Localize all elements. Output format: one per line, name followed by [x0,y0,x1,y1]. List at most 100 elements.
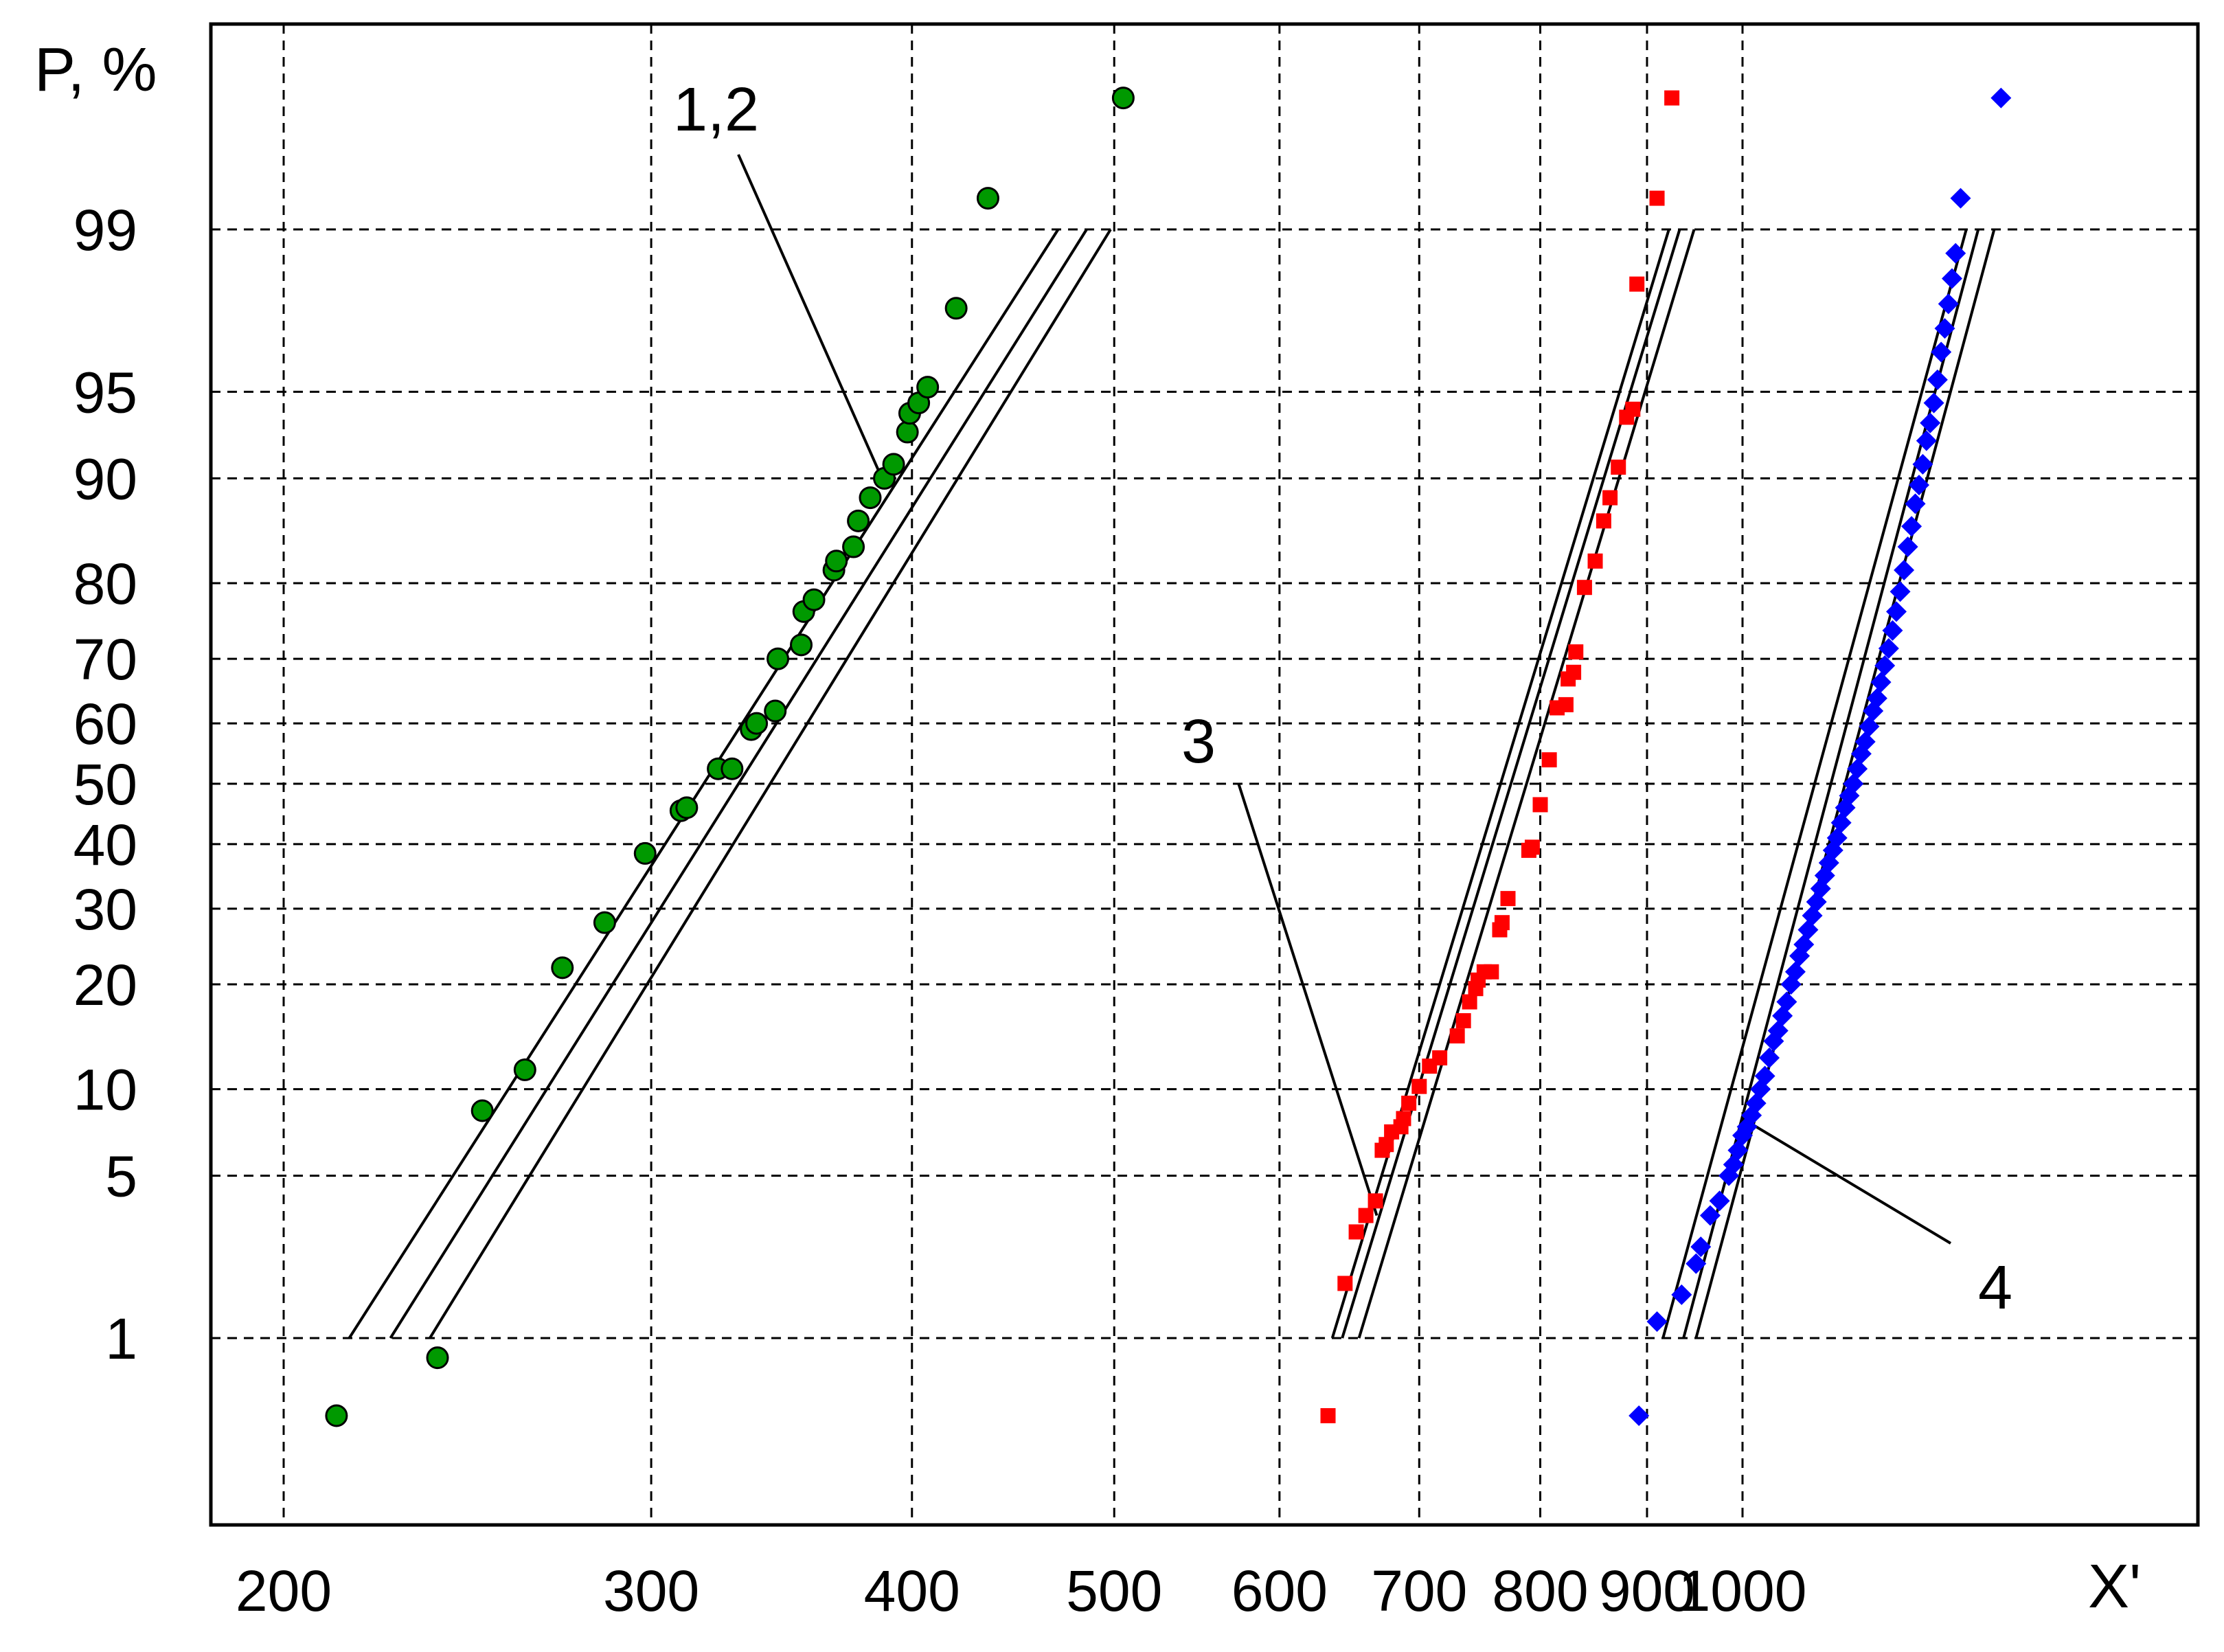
y-tick-label: 30 [73,877,137,942]
data-point [1494,915,1510,931]
y-tick-label: 99 [73,198,137,262]
x-tick-label: 600 [1232,1559,1328,1623]
annotation-label: 4 [1978,1254,2012,1322]
data-point [720,757,744,780]
data-point [1541,752,1557,768]
data-point [1686,1253,1707,1274]
fit-line [429,228,1112,1339]
x-tick-label: 900 [1599,1559,1695,1623]
data-point [1587,553,1603,569]
x-tick-label: 1000 [1679,1559,1807,1623]
data-point [513,1058,536,1081]
horizontal-gridlines [211,228,2198,1339]
x-tick-label: 500 [1066,1559,1162,1623]
data-point [745,712,769,735]
y-axis-title: P, % [34,36,157,104]
data-point [551,956,574,980]
data-point [1909,475,1930,496]
data-point [802,588,826,611]
data-point [842,535,865,558]
data-point [1830,812,1852,833]
x-axis-title: X' [2088,1552,2141,1621]
data-point [976,187,999,210]
data-point [1870,672,1892,693]
data-point [1784,961,1806,982]
data-point [1348,1224,1364,1240]
data-point [1793,934,1815,955]
data-point [1866,688,1887,709]
y-tick-label: 80 [73,552,137,616]
x-tick-label: 200 [236,1559,332,1623]
data-point [1524,839,1540,855]
data-point [1916,430,1937,451]
data-point [1558,697,1574,712]
data-point [325,1404,348,1427]
fit-line [348,228,1060,1339]
data-point [1754,1065,1775,1087]
data-point [1455,1012,1471,1028]
data-point [1629,1405,1650,1426]
data-point [1396,1111,1411,1127]
annotation-leaders [737,154,1952,1245]
data-point [1378,1137,1394,1153]
data-point [1664,90,1680,106]
data-point [1854,731,1876,752]
data-point [1934,318,1955,339]
data-point [1901,516,1922,537]
data-point [1920,412,1941,433]
data-point [847,509,870,532]
data-point [633,841,657,865]
annotation-label: 3 [1181,708,1216,776]
fit-line [1357,229,1696,1339]
data-point [1942,268,1963,289]
data-point [1894,560,1915,581]
data-point [1532,797,1548,813]
data-point [1358,1208,1374,1223]
x-tick-label: 400 [864,1559,960,1623]
data-point [1320,1407,1336,1423]
y-tick-label: 20 [73,953,137,1017]
annotation-label: 1,2 [673,76,759,144]
data-point [1923,392,1944,414]
data-point [1847,758,1868,780]
y-tick-label: 50 [73,752,137,817]
fit-line [1661,229,1968,1339]
data-point [1500,891,1516,907]
fit-line [389,228,1088,1339]
data-point [1462,994,1477,1010]
data-point [1368,1193,1383,1209]
data-point [1401,1096,1417,1111]
data-point [1874,655,1896,676]
data-point [1882,620,1903,641]
y-tick-label: 90 [73,446,137,511]
data-point [1767,1020,1789,1041]
data-point [1566,664,1582,680]
data-point [1337,1276,1353,1291]
data-point [896,420,919,444]
data-point [1484,964,1499,980]
annotation-leader [1741,1117,1952,1245]
data-point [1890,581,1911,602]
vertical-gridlines [282,24,1744,1525]
data-point [882,453,905,476]
y-tick-label: 40 [73,813,137,877]
x-tick-label: 800 [1492,1559,1588,1623]
data-point [1625,401,1641,417]
y-tick-label: 5 [105,1144,137,1209]
data-point [1690,1236,1712,1258]
data-point [426,1346,449,1370]
data-point [1111,87,1135,110]
data-point [1671,1284,1692,1305]
y-tick-label: 70 [73,627,137,692]
data-point [1938,293,1959,315]
data-point [1950,188,1971,209]
data-point [1897,536,1918,558]
data-point [1945,242,1966,264]
data-point [1776,991,1797,1012]
data-point [1759,1048,1780,1069]
data-point [790,633,813,657]
data-point [1843,773,1864,794]
annotation-leader [1237,782,1378,1217]
data-point [1886,601,1907,622]
